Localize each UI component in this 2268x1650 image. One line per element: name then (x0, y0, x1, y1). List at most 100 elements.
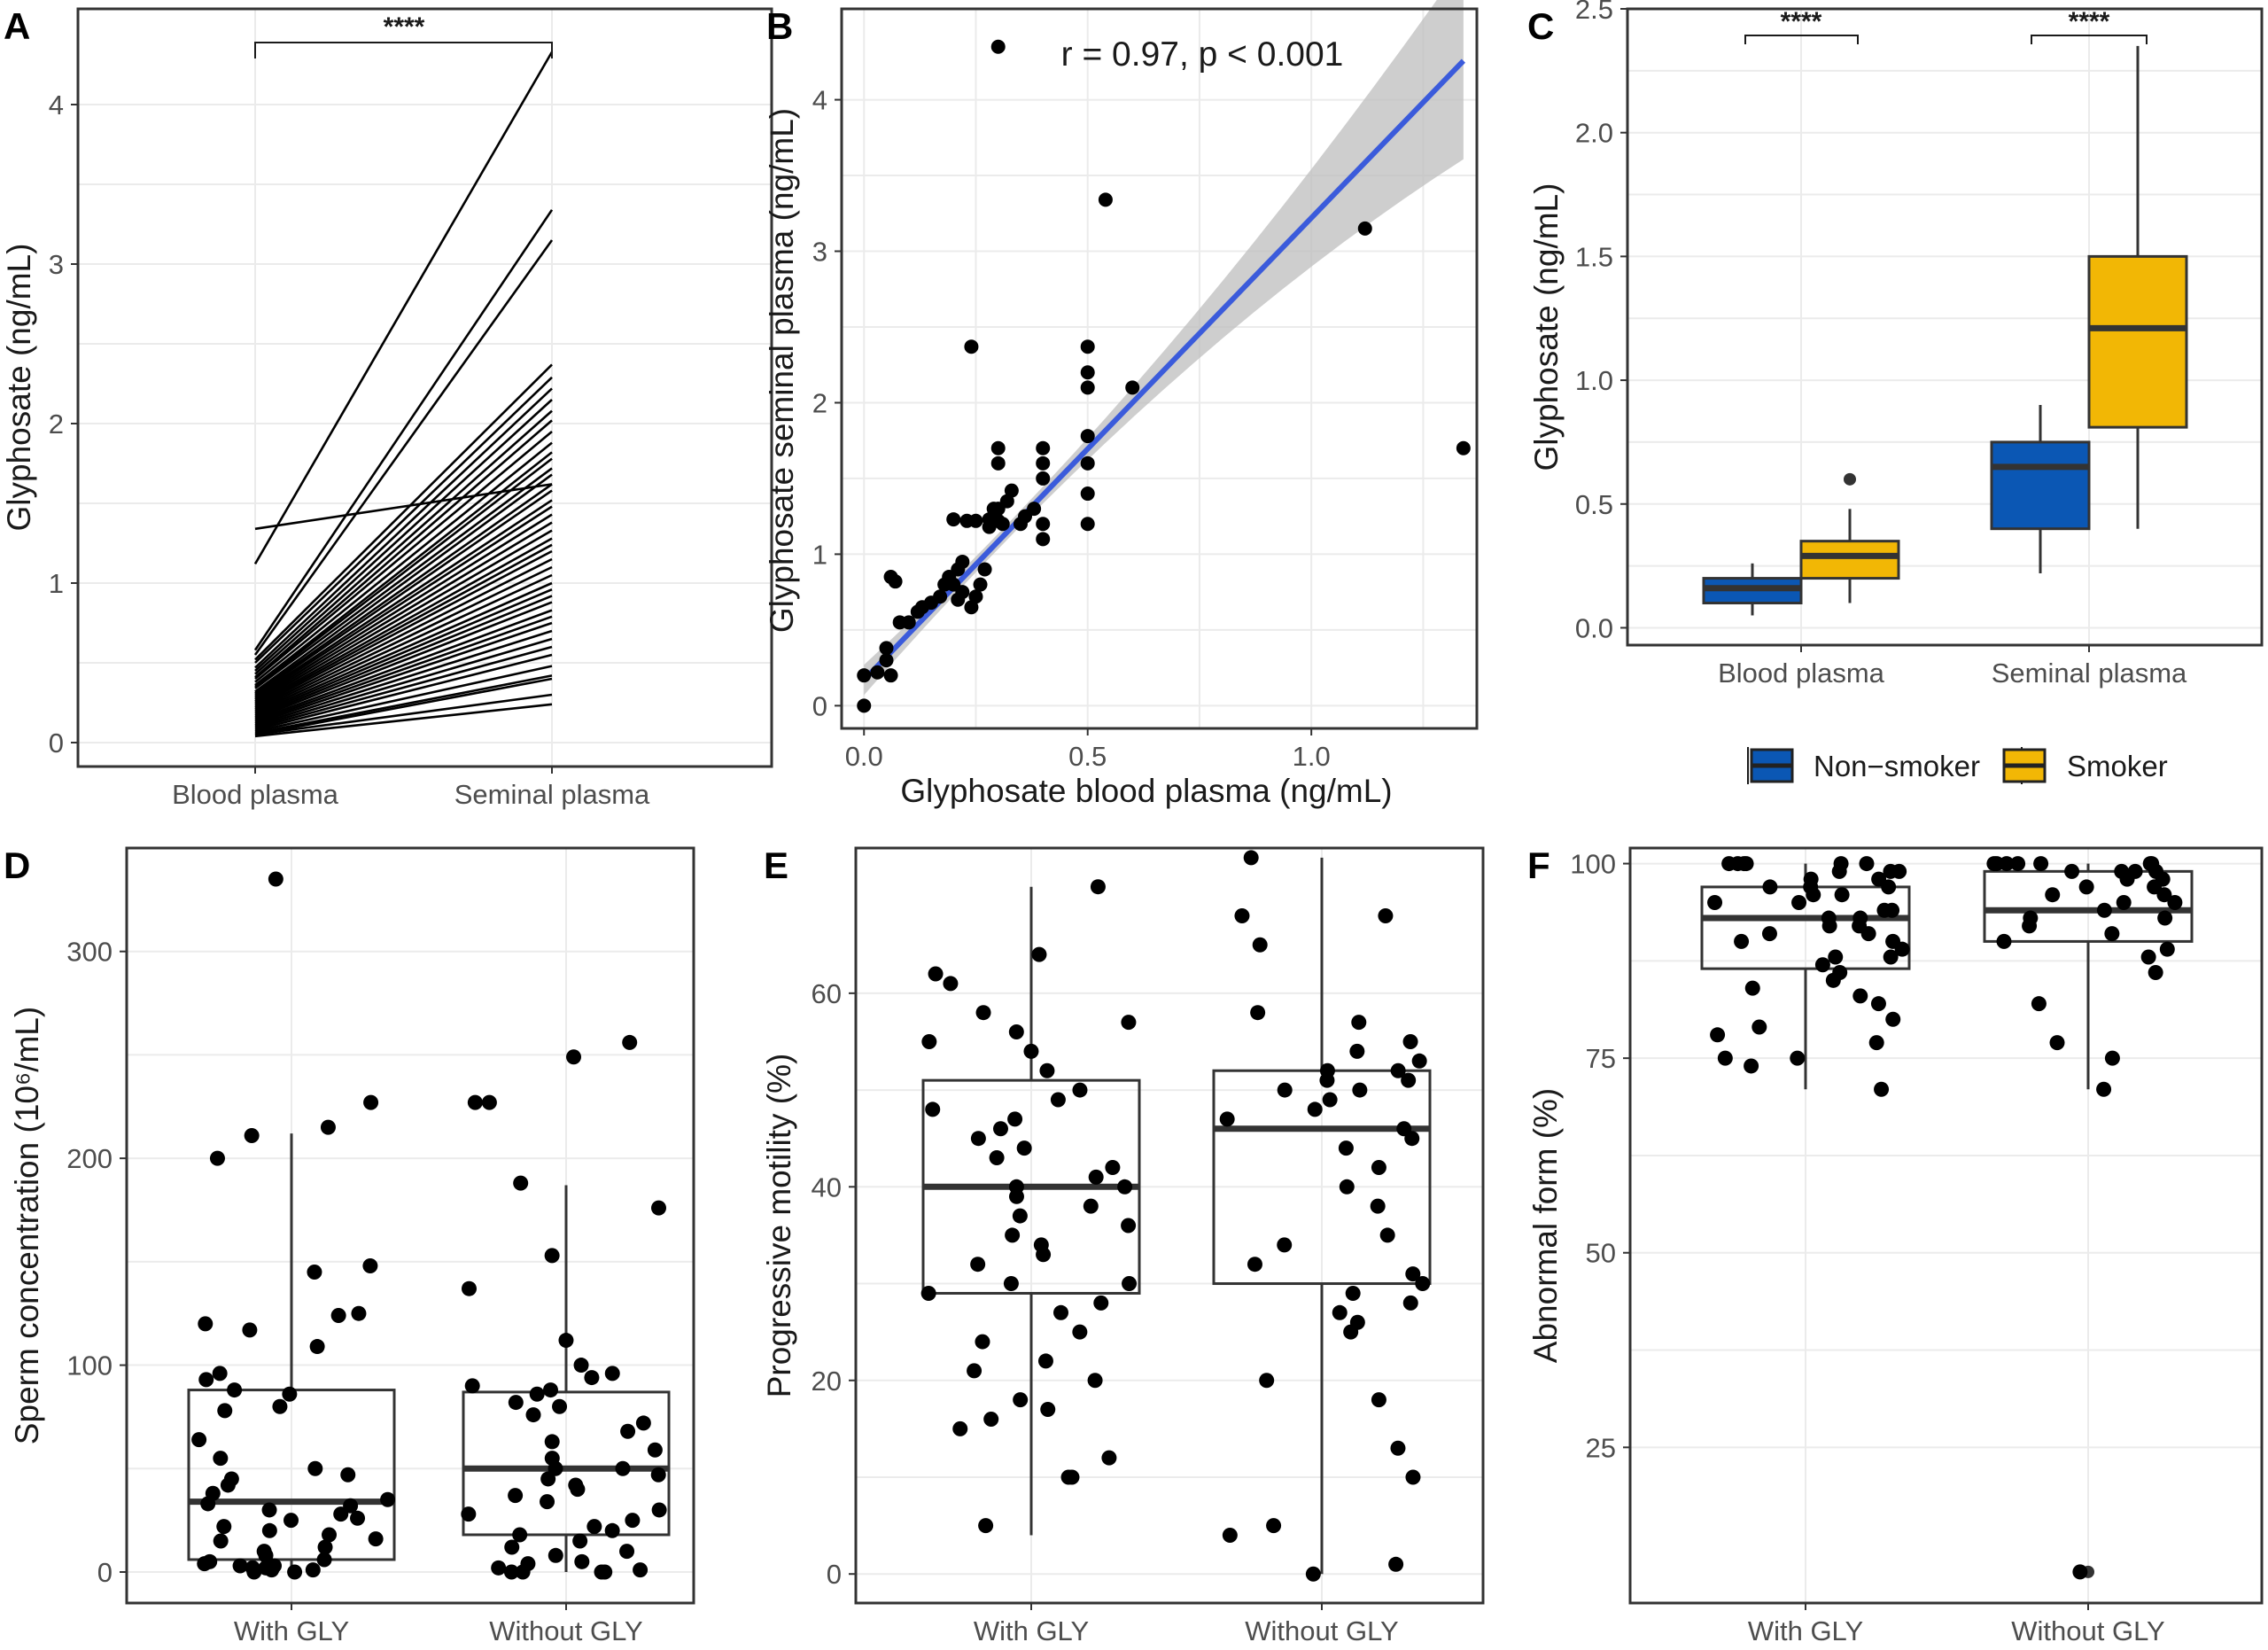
jitter-point (989, 1150, 1005, 1166)
data-point (857, 668, 872, 683)
jitter-point (1370, 1198, 1386, 1214)
jitter-point (544, 1248, 560, 1264)
data-point (964, 600, 979, 615)
jitter-point (1402, 1295, 1418, 1311)
paired-line (254, 629, 553, 727)
data-point (1125, 380, 1140, 395)
panel-a-xtick-label: Blood plasma (172, 779, 339, 810)
nonsmoker-seminal-box (1990, 440, 2091, 531)
paired-line (254, 451, 553, 687)
jitter-point (467, 1094, 483, 1110)
jitter-point (1243, 850, 1259, 866)
jitter-point (1332, 1304, 1348, 1320)
jitter-point (967, 1363, 983, 1379)
jitter-point (513, 1175, 529, 1191)
jitter-point (2119, 871, 2135, 887)
y-axis-label-d: Sperm concentration (10⁶/mL) (9, 1007, 45, 1444)
regression-line (862, 58, 1466, 682)
panel-c-ytick-label: 2.5 (1575, 0, 1613, 25)
jitter-point (1721, 856, 1737, 872)
jitter-point (1277, 1082, 1293, 1098)
jitter-point (1322, 1092, 1338, 1108)
jitter-point (1083, 1198, 1099, 1214)
jitter-point (1744, 980, 1760, 996)
panel-b-ytick-label: 3 (812, 237, 827, 268)
jitter-point (1891, 863, 1907, 879)
jitter-point (1008, 1188, 1024, 1204)
data-point (1036, 471, 1051, 486)
panel-f-ytick-label: 100 (1570, 849, 1616, 880)
jitter-point (1999, 856, 2015, 872)
jitter-point (1390, 1062, 1406, 1078)
jitter-point (340, 1467, 356, 1483)
paired-line (254, 601, 553, 720)
panel-c: C 0.0 0.5 1.0 1.5 2.0 2.5 Blood plasma Seminal… (1527, 0, 2264, 784)
jitter-point (1894, 941, 1910, 957)
panel-e-frame (854, 846, 1485, 1605)
jitter-point (351, 1305, 367, 1321)
panel-f-ytick-label: 50 (1586, 1238, 1616, 1269)
jitter-point (213, 1533, 229, 1549)
jitter-point (1305, 1566, 1321, 1582)
paired-line (254, 483, 553, 695)
jitter-point (619, 1544, 635, 1560)
jitter-point (1734, 933, 1750, 949)
correlation-annotation: r = 0.97, p < 0.001 (1061, 35, 1344, 74)
jitter-point (1736, 856, 1752, 872)
jitter-point (943, 976, 959, 992)
legend-key-smoker (2002, 747, 2047, 784)
panel-f: F 25 50 75 100 With GLY Without GLY Abnormal… (1527, 844, 2264, 1646)
jitter-point (322, 1527, 338, 1543)
paired-line (254, 505, 553, 699)
jitter-point (1343, 1324, 1359, 1340)
panel-e-ytick-label: 40 (812, 1171, 842, 1202)
jitter-point (1121, 1015, 1137, 1031)
without-gly-box (462, 1390, 671, 1537)
jitter-point (363, 1094, 379, 1110)
data-point (857, 698, 872, 713)
jitter-point (604, 1522, 620, 1538)
jitter-point (1222, 1528, 1238, 1544)
panel-c-ytick-label: 1.0 (1575, 365, 1613, 396)
jitter-point (198, 1372, 214, 1388)
jitter-point (1828, 949, 1844, 965)
jitter-point (1402, 1033, 1418, 1049)
jitter-point (1415, 1276, 1431, 1292)
jitter-point (584, 1370, 600, 1386)
panel-c-ytick-label: 2.0 (1575, 118, 1613, 149)
jitter-point (1405, 1469, 1421, 1485)
jitter-point (1252, 937, 1268, 953)
data-point (946, 512, 961, 527)
smoker-seminal-box (2087, 254, 2188, 429)
jitter-point (1072, 1082, 1088, 1098)
jitter-point (512, 1527, 528, 1543)
panel-c-ytick-label: 0.5 (1575, 489, 1613, 520)
paired-line (253, 51, 554, 565)
panel-c-ytick-label: 1.5 (1575, 241, 1613, 272)
data-point (1456, 440, 1471, 455)
jitter-point (1349, 1043, 1365, 1059)
panel-d-xtick-label: Without GLY (489, 1615, 642, 1646)
paired-line (254, 588, 553, 717)
panel-d-frame (125, 846, 695, 1605)
panel-a-ytick-label: 4 (49, 90, 64, 121)
jitter-point (242, 1322, 258, 1338)
paired-line (254, 473, 553, 693)
jitter-point (1744, 1058, 1759, 1074)
jitter-point (309, 1339, 325, 1355)
jitter-point (320, 1119, 336, 1135)
panel-e-ytick-label: 60 (812, 978, 842, 1009)
jitter-point (330, 1308, 346, 1324)
jitter-point (1401, 1072, 1417, 1088)
significance-label-a: **** (384, 12, 425, 42)
panel-d: D 0 100 200 300 With GLY Without GLY Sperm c… (4, 844, 695, 1646)
y-axis-label-e: Progressive motility (%) (761, 1054, 797, 1398)
y-axis-label-a: Glyphosate (ng/mL) (1, 244, 37, 532)
significance-label-c-1: **** (1781, 7, 1822, 36)
jitter-point (921, 1033, 937, 1049)
jitter-point (1860, 926, 1876, 942)
jitter-point (272, 1398, 288, 1414)
data-point (888, 574, 903, 589)
jitter-point (212, 1366, 228, 1381)
jitter-point (925, 1101, 941, 1117)
